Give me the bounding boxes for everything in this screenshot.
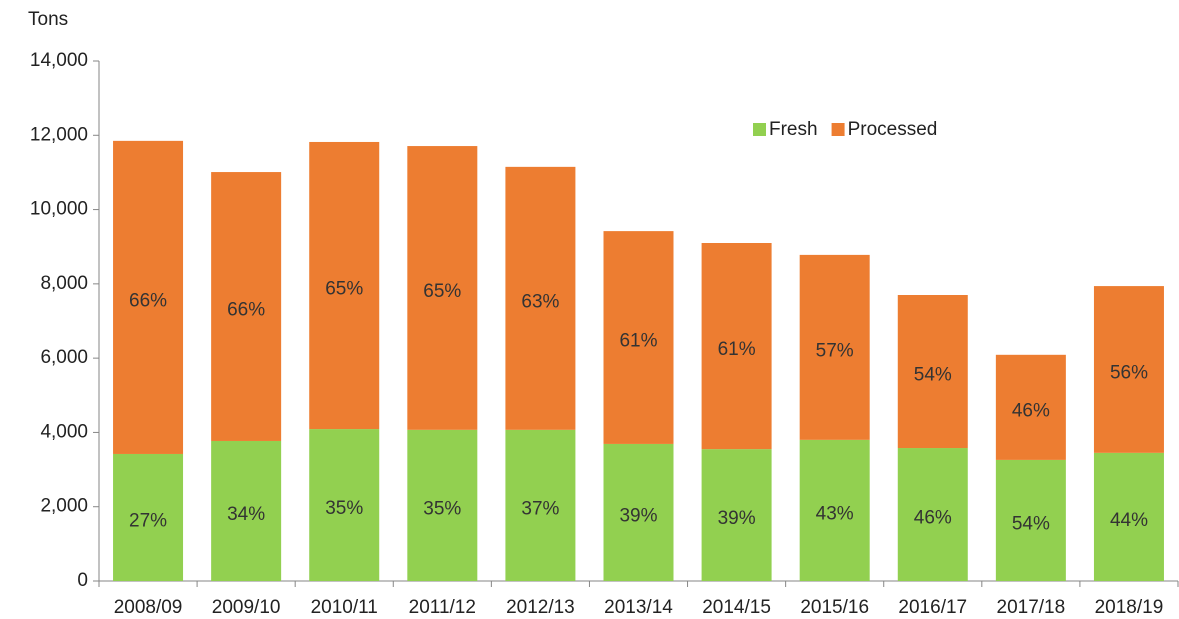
bar-segment xyxy=(701,449,772,581)
bar-segment xyxy=(1093,286,1164,453)
bar-segment xyxy=(407,429,478,581)
y-tick-label: 6,000 xyxy=(40,347,88,368)
bar-segment xyxy=(407,146,478,430)
bar-segment xyxy=(1093,452,1164,581)
bar-segment xyxy=(799,254,870,440)
x-tick-label: 2014/15 xyxy=(702,597,771,618)
x-tick-label: 2017/18 xyxy=(997,597,1066,618)
share-label: 43% xyxy=(816,503,854,524)
y-tick-label: 10,000 xyxy=(30,199,88,220)
bar-segment xyxy=(309,141,380,430)
share-label: 61% xyxy=(718,339,756,360)
share-label: 46% xyxy=(1012,400,1050,421)
bar-segment xyxy=(211,440,282,581)
bar-segment xyxy=(995,459,1066,581)
bar-segment xyxy=(505,166,576,430)
share-label: 44% xyxy=(1110,510,1148,531)
x-tick-label: 2013/14 xyxy=(604,597,673,618)
y-tick-label: 4,000 xyxy=(40,421,88,442)
share-label: 34% xyxy=(227,504,265,525)
x-tick-label: 2018/19 xyxy=(1095,597,1164,618)
bar-segment xyxy=(603,443,674,581)
share-label: 54% xyxy=(1012,513,1050,534)
legend-swatch xyxy=(753,123,766,136)
share-label: 56% xyxy=(1110,362,1148,383)
y-axis-label: Tons xyxy=(28,9,68,30)
share-label: 46% xyxy=(914,508,952,529)
share-label: 54% xyxy=(914,365,952,386)
share-label: 63% xyxy=(521,291,559,312)
y-tick-label: 2,000 xyxy=(40,496,88,517)
share-label: 39% xyxy=(718,508,756,529)
bar-segment xyxy=(113,453,184,581)
bar-segment xyxy=(211,172,282,441)
share-label: 65% xyxy=(423,281,461,302)
legend-swatch xyxy=(831,123,845,136)
share-label: 66% xyxy=(129,290,167,311)
bar-segment xyxy=(113,140,184,454)
share-label: 57% xyxy=(816,340,854,361)
share-label: 61% xyxy=(619,331,657,352)
x-tick-label: 2012/13 xyxy=(506,597,575,618)
share-label: 27% xyxy=(129,511,167,532)
share-label: 39% xyxy=(619,505,657,526)
bar-segment xyxy=(897,295,968,449)
x-tick-label: 2015/16 xyxy=(800,597,869,618)
bar-segment xyxy=(309,429,380,581)
y-tick-label: 8,000 xyxy=(40,273,88,294)
bar-segment xyxy=(603,231,674,444)
x-tick-label: 2009/10 xyxy=(212,597,281,618)
bar-segment xyxy=(505,429,576,581)
x-tick-label: 2011/12 xyxy=(409,597,476,618)
legend-label: Processed xyxy=(848,119,938,140)
share-label: 66% xyxy=(227,300,265,321)
x-tick-label: 2010/11 xyxy=(311,597,378,618)
bar-segment xyxy=(701,243,772,450)
y-tick-label: 14,000 xyxy=(30,50,88,71)
share-label: 65% xyxy=(325,279,363,300)
share-label: 37% xyxy=(521,498,559,519)
bar-segment xyxy=(897,448,968,581)
x-tick-label: 2008/09 xyxy=(114,597,183,618)
y-tick-label: 0 xyxy=(77,570,88,591)
y-tick-label: 12,000 xyxy=(30,124,88,145)
share-label: 35% xyxy=(423,498,461,519)
legend-label: Fresh xyxy=(769,119,818,140)
bar-segment xyxy=(799,439,870,581)
share-label: 35% xyxy=(325,498,363,519)
bar-segment xyxy=(995,354,1066,460)
x-tick-label: 2016/17 xyxy=(898,597,967,618)
